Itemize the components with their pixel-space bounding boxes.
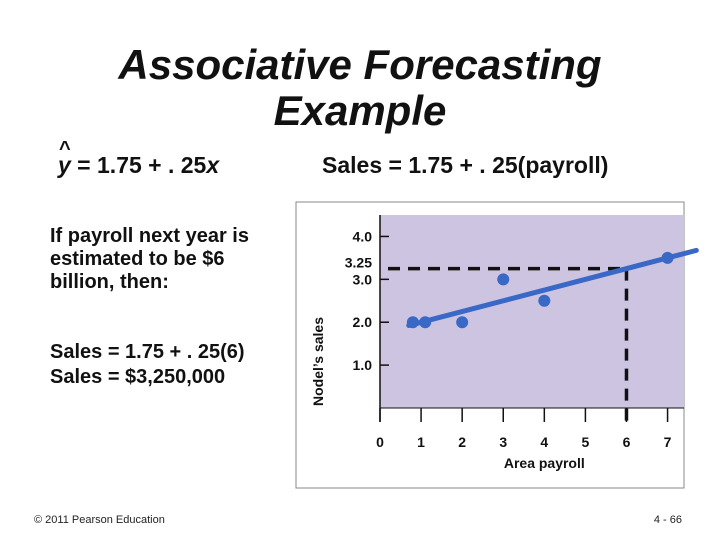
slide-title-line-1: Associative Forecasting [118, 41, 602, 88]
x-tick-label: 1 [417, 434, 425, 450]
y-tick-label: 3.0 [353, 271, 373, 287]
x-variable: x [206, 152, 220, 178]
y-tick-label: 1.0 [353, 357, 373, 373]
plot-area [380, 215, 684, 408]
data-point [497, 273, 510, 286]
y-hat-symbol: ^ y [58, 138, 71, 179]
data-point [456, 316, 469, 329]
forecast-intro-text: If payroll next year is estimated to be … [50, 225, 249, 293]
x-tick-label: 5 [582, 434, 590, 450]
forecast-calculation: Sales = 1.75 + . 25(6) Sales = $3,250,00… [50, 340, 290, 390]
data-point [538, 294, 551, 307]
equation-rest: = 1.75 + . 25 [70, 152, 207, 178]
x-tick-label: 2 [458, 434, 466, 450]
calc-line-2: Sales = $3,250,000 [50, 366, 226, 388]
y-tick-label: 3.25 [345, 255, 372, 271]
copyright-footer: © 2011 Pearson Education [34, 514, 165, 526]
x-tick-label: 0 [376, 434, 384, 450]
slide-title: Associative Forecasting Example [60, 42, 660, 134]
x-tick-label: 4 [540, 434, 548, 450]
sales-equation: Sales = 1.75 + . 25(payroll) [322, 152, 609, 178]
y-tick-label: 2.0 [353, 314, 373, 330]
x-tick-label: 6 [623, 434, 631, 450]
slide-title-line-2: Example [273, 87, 447, 134]
hat-accent: ^ [59, 138, 71, 160]
x-axis-label: Area payroll [504, 455, 585, 471]
y-variable: y [58, 152, 71, 178]
x-tick-label: 3 [499, 434, 507, 450]
regression-line [406, 247, 699, 328]
regression-equation: ^ y = 1.75 + . 25x [58, 138, 220, 179]
data-point [419, 316, 432, 329]
x-tick-label: 7 [664, 434, 672, 450]
data-point [406, 316, 419, 329]
page-number: 4 - 66 [653, 514, 682, 526]
data-point [661, 251, 674, 264]
y-axis-label: Nodel’s sales [310, 317, 326, 406]
y-tick-label: 4.0 [353, 228, 373, 244]
calc-line-1: Sales = 1.75 + . 25(6) [50, 341, 245, 363]
